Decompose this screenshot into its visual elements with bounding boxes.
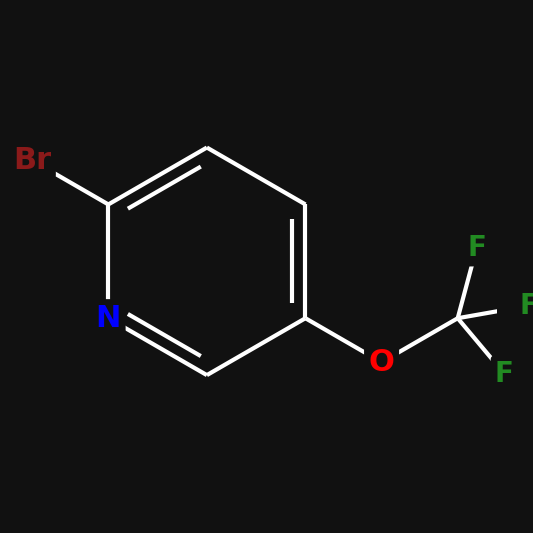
Text: Br: Br [13, 146, 51, 175]
Text: N: N [95, 304, 121, 333]
Text: F: F [467, 235, 486, 262]
Text: F: F [495, 360, 514, 387]
Text: F: F [520, 292, 533, 320]
Text: O: O [369, 348, 394, 377]
